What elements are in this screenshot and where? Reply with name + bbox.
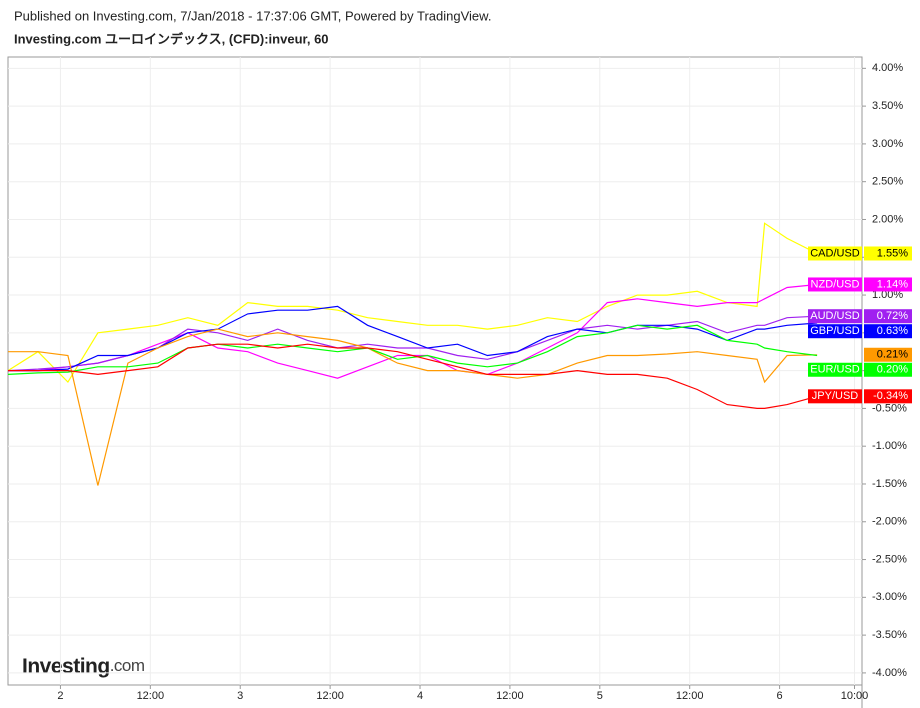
logo-brand: Investing.com: [22, 655, 145, 678]
end-label-name: JPY/USD: [812, 390, 859, 402]
end-label-value: 0.63%: [877, 325, 908, 337]
logo-brand-text: Investing: [22, 655, 110, 678]
y-tick-label: 3.00%: [872, 138, 903, 150]
x-tick-label: 12:00: [137, 690, 165, 702]
series-line: [7, 222, 818, 383]
end-label-name-box: [808, 277, 862, 292]
end-label-value-box: [864, 246, 912, 261]
end-label-value: 1.14%: [877, 278, 908, 290]
y-tick-label: -1.50%: [872, 478, 907, 490]
x-tick-label: 4: [417, 690, 423, 702]
end-label: GBP/USD 0.63%: [808, 324, 912, 339]
y-tick-label: -4.00%: [872, 667, 907, 679]
logo-suffix: .com: [110, 656, 145, 675]
end-label: CAD/USD 1.55%: [808, 246, 912, 261]
y-tick-label: 4.00%: [872, 62, 903, 74]
chart-title: Investing.com ユーロインデックス, (CFD):inveur, 6…: [14, 31, 329, 46]
end-label-name: GBP/USD: [810, 325, 860, 337]
end-label-name-box: [808, 246, 862, 261]
end-label-value: 0.21%: [877, 349, 908, 361]
end-label: AUD/USD 0.72%: [808, 309, 912, 324]
y-tick-label: 1.00%: [872, 289, 903, 301]
x-tick-label: 12:00: [676, 690, 704, 702]
end-label-name: AUD/USD: [810, 310, 860, 322]
y-tick-label: 2.50%: [872, 176, 903, 188]
end-label-name-box: [808, 362, 862, 377]
logo: Investing.com: [22, 655, 145, 678]
published-note: Published on Investing.com, 7/Jan/2018 -…: [14, 8, 491, 23]
series-line: [8, 328, 818, 486]
end-label-value: 0.20%: [877, 364, 908, 376]
y-tick-label: 3.50%: [872, 100, 903, 112]
end-label-name-box: [808, 389, 862, 404]
x-tick-label: 10:00: [841, 690, 869, 702]
end-label-value-box: [864, 277, 912, 292]
end-label-value-box: [864, 347, 912, 362]
end-label-name: CAD/USD: [810, 247, 860, 259]
end-label-name-box: [808, 324, 862, 339]
end-label-value-box: [864, 309, 912, 324]
series-line: [8, 283, 818, 379]
y-tick-label: -1.00%: [872, 440, 907, 452]
end-label-name: NZD/USD: [811, 278, 860, 290]
end-label-name: EUR/USD: [810, 364, 860, 376]
x-tick-label: 3: [237, 690, 243, 702]
end-label-value-box: [864, 324, 912, 339]
end-label-name-box: [808, 309, 862, 324]
series-line: [8, 343, 818, 409]
series-line: [7, 324, 818, 375]
y-tick-label: -3.00%: [872, 591, 907, 603]
end-label-value: -0.34%: [873, 390, 908, 402]
end-label-value-box: [864, 362, 912, 377]
y-tick-label: 2.00%: [872, 213, 903, 225]
end-label: JPY/USD -0.34%: [808, 389, 912, 404]
lines: [7, 222, 818, 486]
y-tick-label: -2.00%: [872, 516, 907, 528]
end-label: NZD/USD 1.14%: [808, 277, 912, 292]
end-label: 0.21%: [864, 347, 912, 362]
end-label: EUR/USD 0.20%: [808, 362, 912, 377]
y-tick-label: -0.50%: [872, 402, 907, 414]
x-tick-label: 6: [777, 690, 783, 702]
series-line: [8, 305, 818, 372]
x-tick-label: 2: [57, 690, 63, 702]
x-tick-label: 5: [597, 690, 603, 702]
y-tick-label: -2.50%: [872, 553, 907, 565]
y-tick-label: -3.50%: [872, 629, 907, 641]
x-tick-label: 12:00: [316, 690, 344, 702]
end-label-value: 0.72%: [877, 310, 908, 322]
x-tick-label: 12:00: [496, 690, 524, 702]
end-label-value-box: [864, 389, 912, 404]
end-label-value: 1.55%: [877, 247, 908, 259]
